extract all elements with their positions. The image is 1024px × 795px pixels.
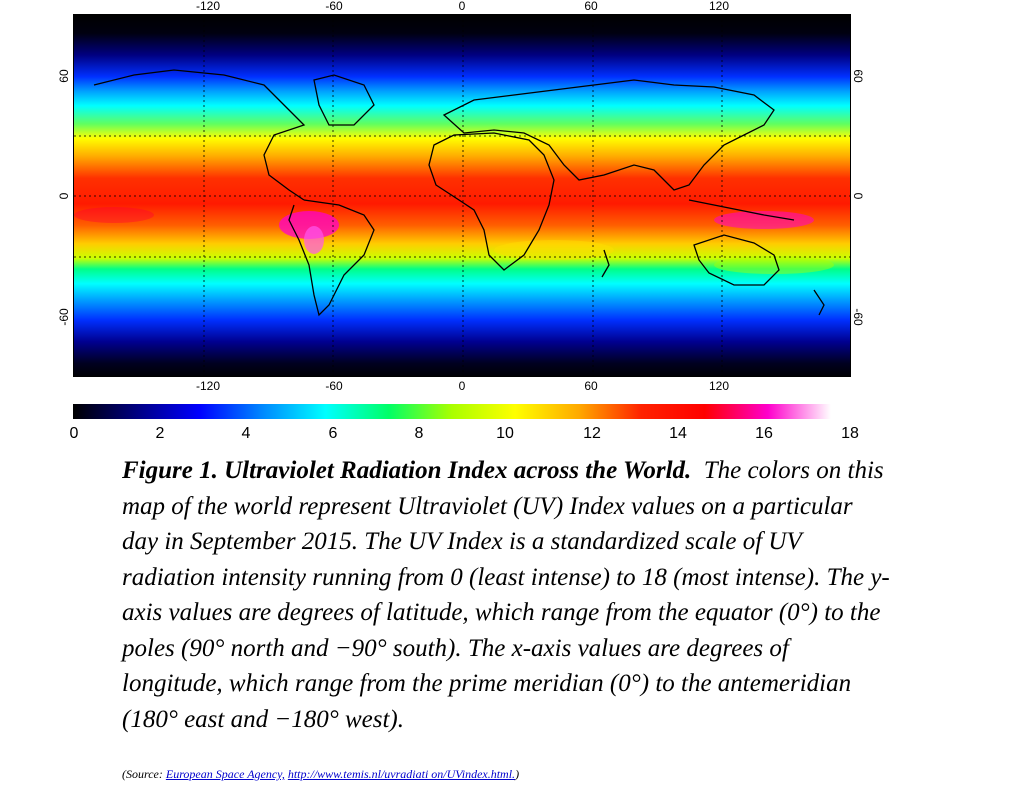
colorbar-label: 0 [69, 425, 79, 442]
lat-tick-left: 0 [57, 192, 71, 200]
lat-tick-left: 60 [57, 69, 71, 83]
coastlines [93, 69, 825, 317]
esa-link[interactable]: European Space Agency, [165, 767, 285, 781]
uv-map-graphic [74, 15, 850, 376]
colorbar-label: 14 [669, 425, 687, 442]
source-prefix: (Source: [122, 767, 166, 781]
lon-tick-bottom: 120 [708, 379, 730, 393]
lon-tick-top: -60 [325, 0, 343, 13]
caption-title: Figure 1. Ultraviolet Radiation Index ac… [122, 457, 692, 484]
source-citation: (Source: European Space Agency, http://w… [122, 767, 519, 782]
lon-tick-bottom: 0 [458, 379, 466, 393]
temis-link[interactable]: http://www.temis.nl/uvradiati on/UVindex… [287, 767, 516, 781]
colorbar-label: 6 [328, 425, 338, 442]
lat-tick-left: -60 [57, 308, 71, 326]
lon-tick-bottom: -120 [195, 379, 221, 393]
lon-tick-top: 60 [584, 0, 598, 13]
lon-tick-top: 120 [708, 0, 730, 13]
colorbar-label: 4 [241, 425, 251, 442]
source-suffix: ) [515, 767, 520, 781]
colorbar-label: 18 [841, 425, 859, 442]
colorbar-label: 16 [755, 425, 773, 442]
colorbar-label: 10 [496, 425, 514, 442]
lat-tick-right: 60 [851, 69, 865, 83]
colorbar-label: 12 [583, 425, 601, 442]
lat-tick-right: 0 [851, 192, 865, 200]
lon-tick-top: -120 [195, 0, 221, 13]
caption-body: The colors on this map of the world repr… [122, 457, 890, 733]
colorbar-label: 8 [414, 425, 424, 442]
figure-caption: Figure 1. Ultraviolet Radiation Index ac… [122, 453, 892, 737]
uv-index-map [73, 14, 851, 377]
lon-tick-bottom: 60 [584, 379, 598, 393]
lon-tick-top: 0 [458, 0, 466, 13]
lon-tick-bottom: -60 [325, 379, 343, 393]
colorbar-label: 2 [155, 425, 165, 442]
uv-colorbar [73, 404, 831, 419]
lat-tick-right: -60 [851, 308, 865, 326]
